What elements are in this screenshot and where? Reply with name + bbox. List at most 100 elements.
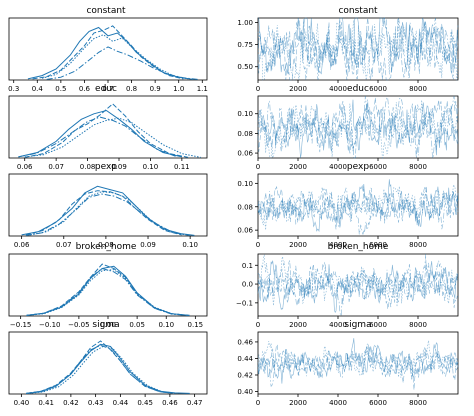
x-tick-label: 0.46 [162, 399, 178, 407]
panel-title: broken_home [328, 242, 389, 252]
y-axis: 0.06 0.08 0.10 [237, 110, 258, 158]
x-tick-label: −0.15 [10, 321, 31, 329]
density-curve-chain-2 [32, 25, 184, 80]
x-tick-label: 4000 [329, 321, 347, 329]
density-curve-chain-2 [26, 263, 190, 316]
x-tick-label: 0.43 [88, 399, 104, 407]
x-tick-label: 0.45 [137, 399, 153, 407]
x-tick-label: 0.10 [182, 241, 198, 249]
plot-frame [257, 331, 459, 395]
panel-sigma-density: sigma 0.40 0.41 0.42 0.43 0.44 0.45 0.46 0.47 [8, 320, 208, 407]
y-tick-label: 0.1 [242, 262, 253, 270]
x-axis: 0.06 0.07 0.08 0.09 0.10 [14, 236, 198, 249]
y-tick-label: 0.06 [237, 227, 253, 235]
panel-constant-density: constant 0.3 0.4 0.5 0.6 0.7 0.8 0.9 1.0 1.1 [8, 6, 208, 93]
x-tick-label: 2000 [289, 399, 307, 407]
density-curve-chain-1 [18, 109, 183, 158]
x-axis: 0 2000 4000 6000 8000 [256, 236, 427, 249]
x-tick-label: 0.06 [14, 241, 30, 249]
x-tick-label: 2000 [289, 85, 307, 93]
x-tick-label: 0 [256, 321, 260, 329]
panel-broken-home-trace: broken_home 0 2000 4000 6000 8000 −0.1 0.0 0.1 [236, 242, 459, 329]
panel-title: constant [86, 6, 126, 16]
density-curve-chain-1 [26, 343, 190, 394]
y-tick-label: 0.46 [237, 338, 253, 346]
panel-title: pexp [95, 162, 117, 172]
x-tick-label: 0.08 [80, 163, 96, 171]
panel-pexp-density: pexp 0.06 0.07 0.08 0.09 0.10 [8, 162, 208, 249]
panel-pexp-trace: pexp 0 2000 4000 6000 8000 0.06 0.08 0.10 [237, 162, 459, 249]
density-curve-chain-4 [26, 267, 190, 316]
trace-line-chain-4 [257, 253, 459, 317]
density-curves [26, 340, 190, 394]
plot-frame [8, 253, 208, 317]
x-tick-label: 0.9 [150, 85, 161, 93]
y-tick-label: 0.08 [237, 130, 253, 138]
panel-title: educ [95, 84, 117, 94]
x-axis: 0.40 0.41 0.42 0.43 0.44 0.45 0.46 0.47 [14, 394, 202, 407]
x-tick-label: 8000 [409, 321, 427, 329]
y-tick-label: 0.10 [237, 110, 253, 118]
trace-line-chain-4 [257, 343, 459, 387]
x-tick-label: 4000 [329, 399, 347, 407]
x-tick-label: 0.42 [63, 399, 79, 407]
x-tick-label: 0 [256, 241, 260, 249]
y-tick-label: 0.75 [237, 41, 253, 49]
x-tick-label: 8000 [409, 85, 427, 93]
x-axis: 0 2000 4000 6000 8000 [256, 158, 427, 171]
plot-frame [257, 17, 459, 81]
x-tick-label: 0.6 [79, 85, 91, 93]
density-curve-chain-2 [26, 340, 175, 394]
x-tick-label: 0.4 [32, 85, 44, 93]
x-axis: −0.15 −0.10 −0.05 0.00 0.05 0.10 0.15 [10, 316, 203, 329]
y-tick-label: 0.50 [237, 63, 253, 71]
panel-title: sigma [344, 320, 371, 330]
y-tick-label: 1.00 [237, 19, 253, 27]
x-tick-label: 0.44 [113, 399, 129, 407]
trace-lines [257, 253, 459, 317]
x-tick-label: 6000 [369, 241, 387, 249]
x-tick-label: 0.41 [38, 399, 54, 407]
y-tick-label: 0.10 [237, 180, 253, 188]
x-axis: 0 2000 4000 6000 8000 [256, 80, 427, 93]
density-curve-chain-4 [26, 344, 175, 394]
y-axis: 0.40 0.42 0.44 0.46 [237, 338, 258, 396]
density-curve-chain-1 [21, 185, 195, 236]
density-curve-chain-1 [26, 265, 190, 316]
x-tick-label: 4000 [329, 85, 347, 93]
density-curves [21, 185, 195, 236]
density-curve-chain-4 [25, 193, 191, 236]
density-curve-chain-3 [24, 117, 201, 158]
density-curve-chain-3 [26, 269, 190, 316]
x-tick-label: 6000 [369, 321, 387, 329]
panel-constant-trace: constant 0 2000 4000 6000 8000 0.50 0.75 1.00 [237, 6, 459, 93]
y-axis: 0.50 0.75 1.00 [237, 19, 258, 71]
plot-frame [8, 95, 208, 159]
panel-educ-trace: educ 0 2000 4000 6000 8000 0.06 0.08 0.10 [237, 84, 459, 171]
x-tick-label: 0.5 [55, 85, 66, 93]
density-curves [27, 25, 198, 80]
x-tick-label: 0 [256, 85, 260, 93]
panel-title: pexp [347, 162, 369, 172]
x-tick-label: 2000 [289, 163, 307, 171]
trace-line-chain-1 [257, 260, 459, 313]
x-tick-label: 4000 [329, 163, 347, 171]
x-tick-label: −0.05 [68, 321, 89, 329]
x-tick-label: 0.15 [188, 321, 204, 329]
trace-lines [257, 179, 459, 235]
x-tick-label: 0.10 [158, 321, 174, 329]
x-tick-label: 0.09 [140, 241, 156, 249]
panel-sigma-trace: sigma 0 2000 4000 6000 8000 0.40 0.42 0.44 0.46 [237, 320, 459, 407]
trace-lines [257, 338, 459, 390]
y-tick-label: 0.40 [237, 388, 253, 396]
x-tick-label: 0.8 [126, 85, 137, 93]
trace-line-chain-3 [257, 99, 459, 159]
y-tick-label: 0.42 [237, 371, 253, 379]
trace-line-chain-2 [257, 260, 459, 310]
plot-frame [257, 95, 459, 159]
trace-line-chain-4 [257, 17, 459, 81]
x-axis: 0.06 0.07 0.08 0.09 0.10 0.11 [17, 158, 190, 171]
x-tick-label: 6000 [369, 85, 387, 93]
panel-title: educ [347, 84, 369, 94]
